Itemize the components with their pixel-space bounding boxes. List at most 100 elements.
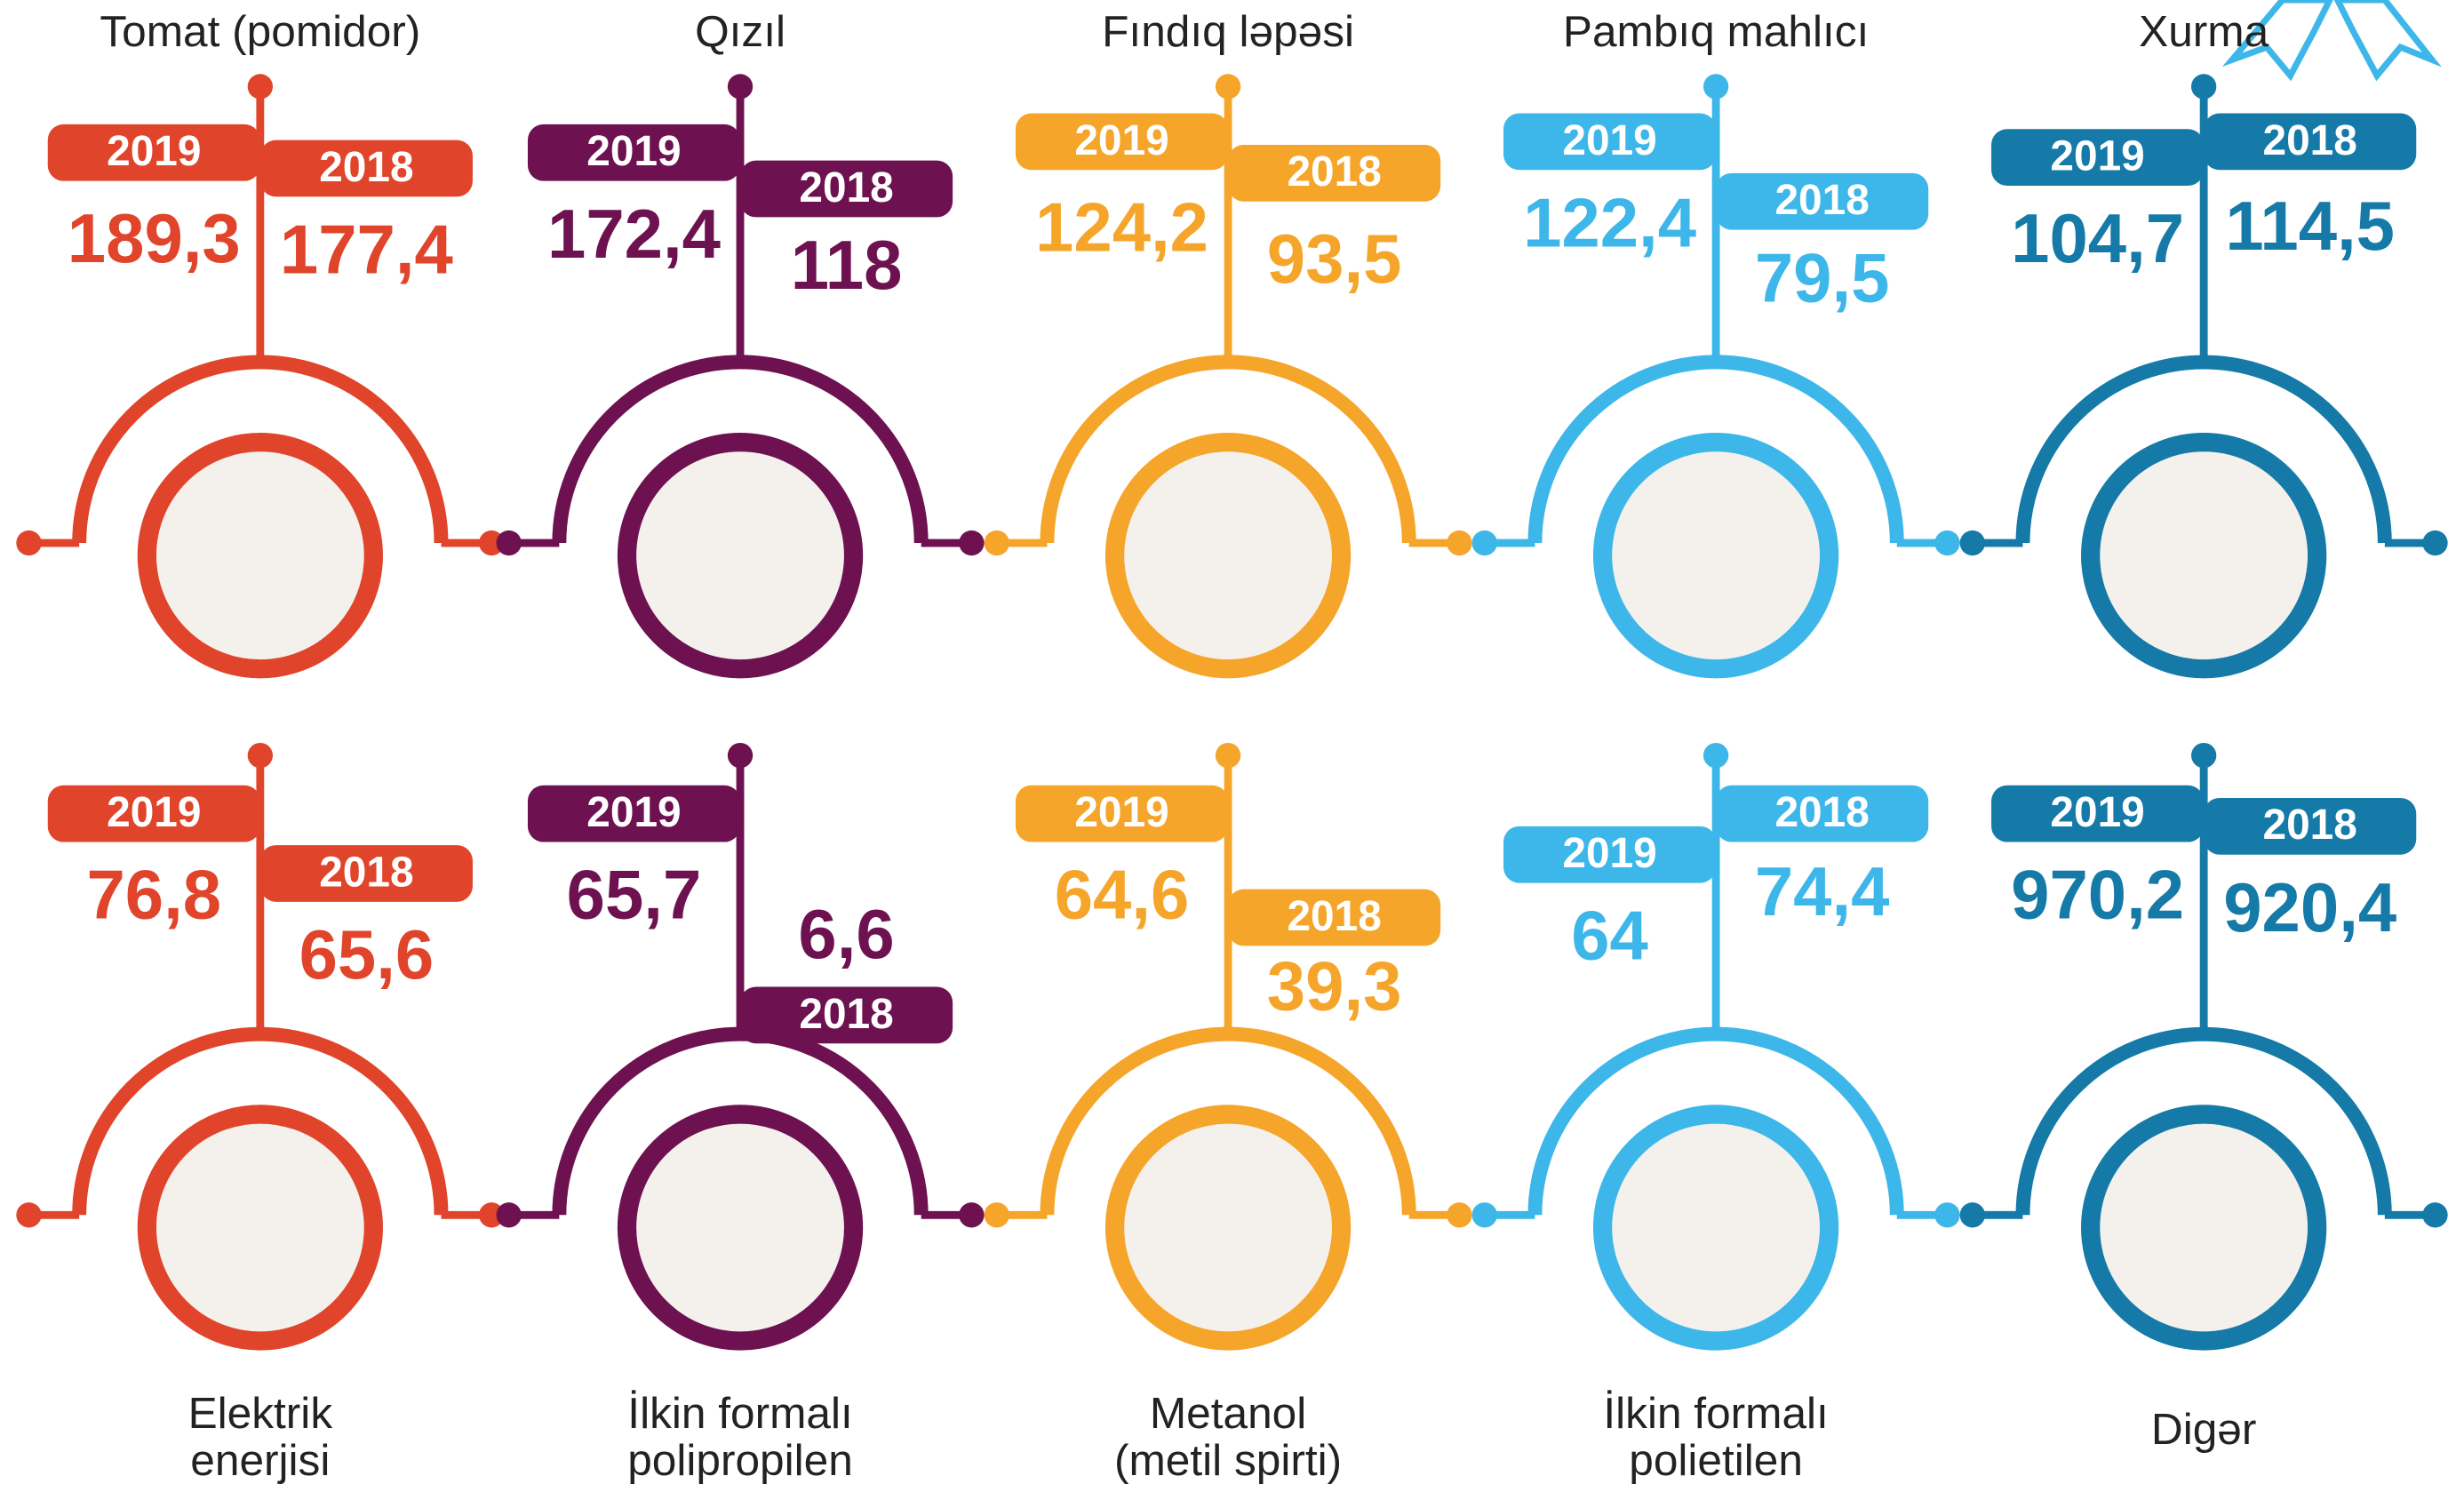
year-label: 2019 <box>107 128 201 175</box>
value: 65,6 <box>299 915 435 993</box>
value: 970,2 <box>2011 856 2184 934</box>
photo <box>137 1105 383 1351</box>
value: 118 <box>791 226 903 304</box>
item: 2019 2018 172,4 118 Qızıl <box>496 6 985 679</box>
year-tag <box>2204 797 2417 855</box>
item-label: İlkin formalı <box>1603 1388 1828 1438</box>
item-label: Metanol <box>1150 1388 1306 1438</box>
year-label: 2019 <box>1074 117 1168 164</box>
photo <box>617 1105 864 1351</box>
arc-dot <box>1934 530 1960 556</box>
item-label: (metil spirti) <box>1114 1435 1342 1485</box>
year-label: 2019 <box>1562 117 1656 164</box>
value: 39,3 <box>1267 946 1402 1025</box>
year-tag <box>2204 113 2417 171</box>
value: 74,4 <box>1755 852 1890 930</box>
year-tag <box>1991 785 2205 842</box>
year-tag <box>1716 172 1929 230</box>
photo <box>1592 433 1839 679</box>
photo <box>2081 1105 2327 1351</box>
year-label: 2018 <box>319 144 413 191</box>
arc <box>2015 355 2392 544</box>
ribbon-left <box>2221 0 2333 82</box>
year-tag <box>527 124 741 181</box>
item-label: Qızıl <box>695 6 785 56</box>
year-label: 2019 <box>1074 789 1168 836</box>
year-label: 2019 <box>2050 789 2144 836</box>
year-tag <box>1015 785 1229 842</box>
item: 2019 2018 64,6 39,3 Metanol(metil spirti) <box>984 742 1472 1485</box>
arc-dot <box>1447 1202 1472 1228</box>
value: 920,4 <box>2223 868 2396 946</box>
arc-dot <box>1959 1202 1985 1228</box>
item-label: Digər <box>2151 1404 2256 1454</box>
year-tag <box>47 785 260 842</box>
item-label: Elektrik <box>188 1388 333 1438</box>
photo <box>137 433 383 679</box>
stem-dot <box>1215 742 1241 769</box>
value: 104,7 <box>2011 199 2184 277</box>
value: 6,6 <box>798 895 894 973</box>
arc <box>552 355 929 544</box>
year-label: 2019 <box>586 128 681 175</box>
year-label: 2018 <box>2263 802 2357 849</box>
arc-dot <box>959 530 985 556</box>
year-tag <box>1015 113 1229 171</box>
year-label: 2018 <box>799 991 893 1038</box>
arc <box>552 1026 929 1216</box>
arc <box>1527 355 1904 544</box>
photo <box>2081 433 2327 679</box>
year-tag <box>740 986 953 1044</box>
year-label: 2019 <box>2050 133 2144 180</box>
value: 64,6 <box>1055 856 1190 934</box>
arc-dot <box>496 530 522 556</box>
year-label: 2018 <box>1287 148 1381 195</box>
photo <box>1104 433 1352 679</box>
arc-dot <box>479 1202 505 1228</box>
value: 65,7 <box>567 856 702 934</box>
photo <box>617 433 864 679</box>
stem-dot <box>1702 74 1729 100</box>
item-label: Tomat (pomidor) <box>100 6 420 56</box>
year-tag <box>527 785 741 842</box>
item-label: polietilen <box>1629 1435 1803 1485</box>
arc-dot <box>1471 530 1497 556</box>
value: 124,2 <box>1035 188 1208 267</box>
arc-dot <box>1934 1202 1960 1228</box>
arc <box>1040 1026 1416 1216</box>
arc <box>1040 355 1416 544</box>
arc <box>1527 1026 1904 1216</box>
arc-dot <box>984 530 1009 556</box>
arc-dot <box>2422 1202 2448 1228</box>
year-tag <box>1228 889 1441 946</box>
value: 122,4 <box>1523 183 1696 261</box>
ribbon-right <box>2333 0 2442 82</box>
arc <box>72 1026 449 1216</box>
item: 2019 2018 970,2 920,4 Digər <box>1959 742 2448 1454</box>
year-label: 2018 <box>1287 893 1381 940</box>
stem-dot <box>247 742 274 769</box>
arc-dot <box>1447 530 1472 556</box>
year-tag <box>1503 826 1717 883</box>
arc-dot <box>16 530 42 556</box>
item-label: Xurma <box>2139 6 2269 56</box>
item-label: enerjisi <box>190 1435 330 1485</box>
year-label: 2018 <box>1774 789 1869 836</box>
year-tag <box>1228 144 1441 202</box>
arc-dot <box>984 1202 1009 1228</box>
year-tag <box>1503 113 1717 171</box>
year-label: 2019 <box>1562 830 1656 877</box>
item: 2019 2018 104,7 114,5 Xurma <box>1959 6 2448 679</box>
item: 2019 2018 189,3 177,4 Tomat (pomidor) <box>16 6 505 679</box>
year-tag <box>259 140 473 197</box>
arc-dot <box>2422 530 2448 556</box>
year-tag <box>1716 785 1929 842</box>
photo <box>1104 1105 1352 1351</box>
stem-dot <box>2190 742 2217 769</box>
value: 79,5 <box>1755 238 1890 316</box>
stem-dot <box>1702 742 1729 769</box>
arc-dot <box>479 530 505 556</box>
